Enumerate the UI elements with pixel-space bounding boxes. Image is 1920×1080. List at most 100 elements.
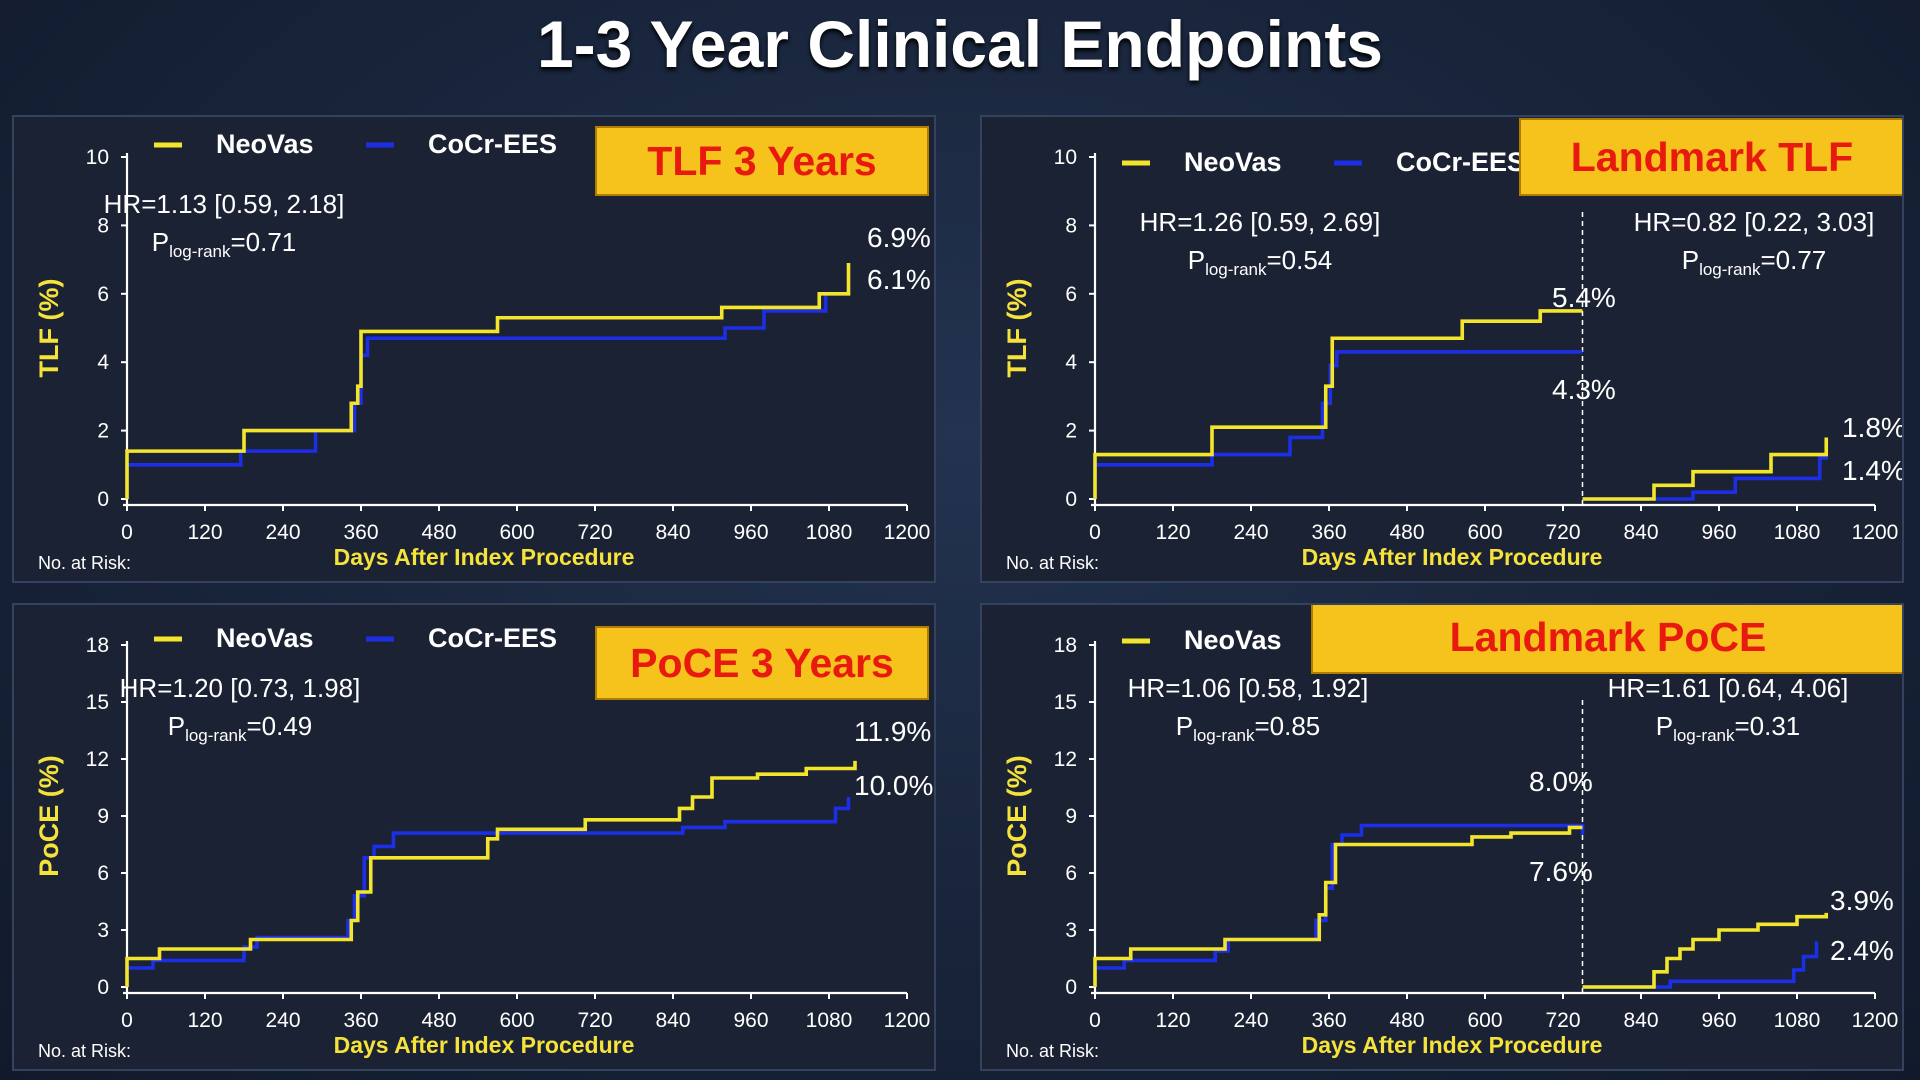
curve-end-value-label: 4.3%: [1552, 374, 1616, 405]
poce-3-years-panel: 0 3 6 9 12 15 18 0 120 240 360 480 600 720 840 960 1080 1…: [12, 603, 936, 1071]
tlf-3-years-panel: 0 2 4 6 8 10 0 120 240 360 480 600 720 840 960 1080 1200…: [12, 115, 936, 583]
neovas-curve: [1582, 912, 1829, 989]
y-tick-label: 6: [1065, 283, 1077, 306]
p-value-annotation: Plog-rank=0.54: [1188, 245, 1333, 279]
poce-3-years-chart: 0 3 6 9 12 15 18 0 120 240 360 480 600 720 840 960 1080 1…: [34, 623, 933, 1061]
x-axis-label: Days After Index Procedure: [334, 1032, 635, 1058]
y-tick-label: 4: [1065, 351, 1077, 374]
x-tick-label: 0: [121, 521, 133, 544]
p-value-annotation: Plog-rank=0.31: [1656, 711, 1801, 745]
x-tick-label: 360: [343, 1009, 378, 1032]
hazard-ratio-annotation: HR=1.06 [0.58, 1.92]: [1128, 673, 1369, 703]
legend-neovas-label: NeoVas: [216, 623, 314, 653]
neovas-curve: [1093, 309, 1583, 499]
x-tick-label: 480: [421, 521, 456, 544]
y-tick-label: 8: [97, 214, 109, 237]
neovas-curve: [1582, 437, 1829, 501]
y-tick-label: 6: [97, 862, 109, 885]
poce-3-years-badge-text: PoCE 3 Years: [630, 640, 894, 686]
y-tick-label: 6: [1065, 862, 1077, 885]
x-tick-label: 840: [655, 1009, 690, 1032]
poce-3-years-badge: [595, 626, 929, 700]
y-tick-label: 15: [1054, 691, 1077, 714]
x-tick-label: 1200: [1852, 1009, 1899, 1032]
curve-end-value-label: 3.9%: [1830, 885, 1894, 916]
x-tick-label: 360: [1311, 521, 1346, 544]
x-tick-label: 840: [1623, 521, 1658, 544]
y-tick-label: 2: [97, 420, 109, 443]
legend-cocr-ees-label: CoCr-EES: [428, 129, 557, 159]
x-tick-label: 1080: [806, 521, 853, 544]
p-value-annotation: Plog-rank=0.77: [1682, 245, 1827, 279]
x-tick-label: 600: [1467, 1009, 1502, 1032]
curve-end-value-label: 2.4%: [1830, 935, 1894, 966]
landmark-poce-badge: [1311, 605, 1902, 674]
curve-end-value-label: 6.1%: [867, 264, 931, 295]
cocr-ees-curve: [1093, 350, 1583, 499]
p-value-annotation: Plog-rank=0.49: [168, 711, 313, 745]
y-tick-label: 10: [1054, 146, 1077, 169]
x-tick-label: 1200: [884, 1009, 931, 1032]
x-axis-label: Days After Index Procedure: [334, 544, 635, 570]
tlf-3-years-chart: 0 2 4 6 8 10 0 120 240 360 480 600 720 840 960 1080 1200…: [34, 126, 931, 573]
y-tick-label: 3: [1065, 919, 1077, 942]
cocr-ees-curve: [1093, 823, 1585, 987]
x-tick-label: 120: [187, 521, 222, 544]
y-tick-label: 0: [1065, 488, 1077, 511]
neovas-curve: [1093, 825, 1583, 987]
y-tick-label: 15: [86, 691, 109, 714]
y-tick-label: 8: [1065, 214, 1077, 237]
x-tick-label: 960: [733, 1009, 768, 1032]
y-tick-label: 9: [97, 805, 109, 828]
tlf-3-years-badge: [595, 126, 929, 196]
y-tick-label: 6: [97, 283, 109, 306]
legend-cocr-ees-label: CoCr-EES: [428, 623, 557, 653]
hazard-ratio-annotation: HR=1.20 [0.73, 1.98]: [120, 673, 361, 703]
cocr-ees-curve: [125, 290, 851, 499]
neovas-curve: [125, 760, 857, 987]
no-at-risk-label: No. at Risk:: [1006, 553, 1099, 573]
no-at-risk-label: No. at Risk:: [1006, 1041, 1099, 1061]
x-tick-label: 120: [1155, 1009, 1190, 1032]
x-tick-label: 120: [1155, 521, 1190, 544]
landmark-tlf-badge: [1519, 118, 1902, 196]
curve-end-value-label: 8.0%: [1529, 766, 1593, 797]
landmark-tlf-panel: 0 2 4 6 8 10 0 120 240 360 480 600 720 840 960 1080 1200…: [980, 115, 1904, 583]
cocr-ees-curve: [125, 797, 851, 987]
x-tick-label: 0: [1089, 1009, 1101, 1032]
x-tick-label: 360: [1311, 1009, 1346, 1032]
x-tick-label: 600: [499, 521, 534, 544]
curve-end-value-label: 5.4%: [1552, 282, 1616, 313]
x-tick-label: 240: [265, 1009, 300, 1032]
x-tick-label: 360: [343, 521, 378, 544]
x-tick-label: 840: [655, 521, 690, 544]
y-tick-label: 0: [1065, 976, 1077, 999]
x-tick-label: 0: [121, 1009, 133, 1032]
hazard-ratio-annotation: HR=1.26 [0.59, 2.69]: [1140, 207, 1381, 237]
x-tick-label: 960: [733, 521, 768, 544]
x-tick-label: 1080: [1774, 1009, 1821, 1032]
curve-end-value-label: 1.4%: [1842, 455, 1902, 486]
legend-neovas-label: NeoVas: [1184, 147, 1282, 177]
landmark-poce-chart: 0 3 6 9 12 15 18 0 120 240 360 480 600 720 840 960 1080 1…: [1002, 605, 1902, 1061]
y-tick-label: 2: [1065, 420, 1077, 443]
x-tick-label: 720: [577, 1009, 612, 1032]
legend-neovas-label: NeoVas: [1184, 625, 1282, 655]
x-axis-label: Days After Index Procedure: [1302, 1032, 1603, 1058]
y-tick-label: 12: [86, 748, 109, 771]
y-tick-label: 3: [97, 919, 109, 942]
tlf-3-years-badge-text: TLF 3 Years: [647, 138, 876, 184]
cocr-ees-curve: [1582, 451, 1829, 501]
x-tick-label: 1200: [884, 521, 931, 544]
x-tick-label: 600: [499, 1009, 534, 1032]
y-axis-label: TLF (%): [34, 279, 64, 378]
x-tick-label: 240: [1233, 1009, 1268, 1032]
x-tick-label: 240: [1233, 521, 1268, 544]
hazard-ratio-annotation: HR=1.61 [0.64, 4.06]: [1608, 673, 1849, 703]
y-tick-label: 0: [97, 488, 109, 511]
y-axis-label: PoCE (%): [34, 755, 64, 877]
x-tick-label: 720: [1545, 1009, 1580, 1032]
landmark-poce-panel: 0 3 6 9 12 15 18 0 120 240 360 480 600 720 840 960 1080 1…: [980, 603, 1904, 1071]
x-tick-label: 1080: [1774, 521, 1821, 544]
curve-end-value-label: 10.0%: [854, 770, 933, 801]
